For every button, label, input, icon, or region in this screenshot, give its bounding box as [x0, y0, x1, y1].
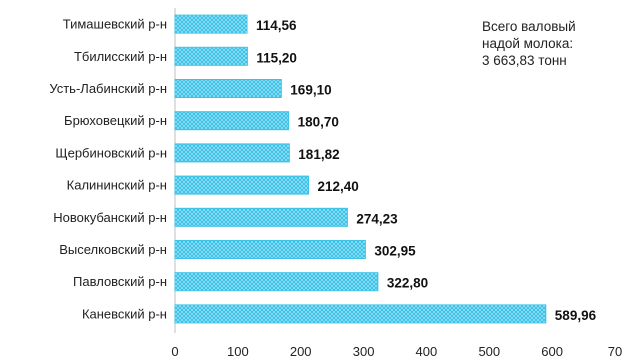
- data-label: 114,56: [256, 18, 297, 33]
- data-label: 212,40: [318, 179, 359, 194]
- data-label: 169,10: [290, 83, 331, 98]
- total-annotation: Всего валовый надой молока: 3 663,83 тон…: [482, 18, 576, 69]
- category-label: Калининский р-н: [67, 178, 167, 193]
- category-label: Тимашевский р-н: [63, 17, 167, 32]
- category-label: Усть-Лабинский р-н: [49, 81, 167, 96]
- data-label: 589,96: [555, 308, 597, 323]
- category-label: Брюховецкий р-н: [64, 113, 167, 128]
- bar: [174, 207, 348, 227]
- data-label: 115,20: [256, 50, 297, 65]
- category-label: Новокубанский р-н: [53, 210, 167, 225]
- bar: [174, 14, 248, 34]
- bar: [174, 175, 309, 195]
- annotation-line-3: 3 663,83 тонн: [482, 53, 567, 68]
- bar: [174, 111, 290, 131]
- x-tick-label: 400: [416, 344, 438, 359]
- x-axis-ticks-group: 0 100 200 300 400 500 600 70: [171, 344, 622, 359]
- bar: [174, 46, 248, 66]
- bar: [174, 79, 282, 98]
- data-label: 181,82: [298, 147, 339, 162]
- bar: [174, 304, 547, 324]
- data-label: 274,23: [356, 211, 398, 226]
- x-tick-label: 300: [353, 344, 375, 359]
- data-label: 322,80: [387, 276, 428, 291]
- bar: [174, 240, 366, 259]
- x-tick-label: 70: [608, 344, 622, 359]
- category-label: Тбилисский р-н: [74, 49, 167, 64]
- bars-group: [174, 14, 547, 324]
- x-tick-label: 500: [478, 344, 500, 359]
- category-label: Щербиновский р-н: [55, 145, 167, 160]
- category-label: Выселковский р-н: [59, 242, 167, 257]
- x-tick-label: 200: [290, 344, 312, 359]
- x-tick-label: 0: [171, 344, 178, 359]
- data-labels-group: 114,56 115,20 169,10 180,70 181,82 212,40 274,…: [256, 18, 597, 323]
- x-tick-label: 600: [541, 344, 563, 359]
- data-label: 302,95: [374, 244, 416, 259]
- data-label: 180,70: [298, 115, 339, 130]
- bar: [174, 272, 379, 292]
- annotation-line-1: Всего валовый: [482, 19, 576, 34]
- category-labels-group: Тимашевский р-н Тбилисский р-н Усть-Лабинс…: [49, 17, 167, 322]
- category-label: Каневский р-н: [82, 306, 167, 321]
- category-label: Павловский р-н: [73, 274, 167, 289]
- annotation-line-2: надой молока:: [482, 36, 574, 51]
- bar: [174, 143, 290, 163]
- x-tick-label: 100: [227, 344, 249, 359]
